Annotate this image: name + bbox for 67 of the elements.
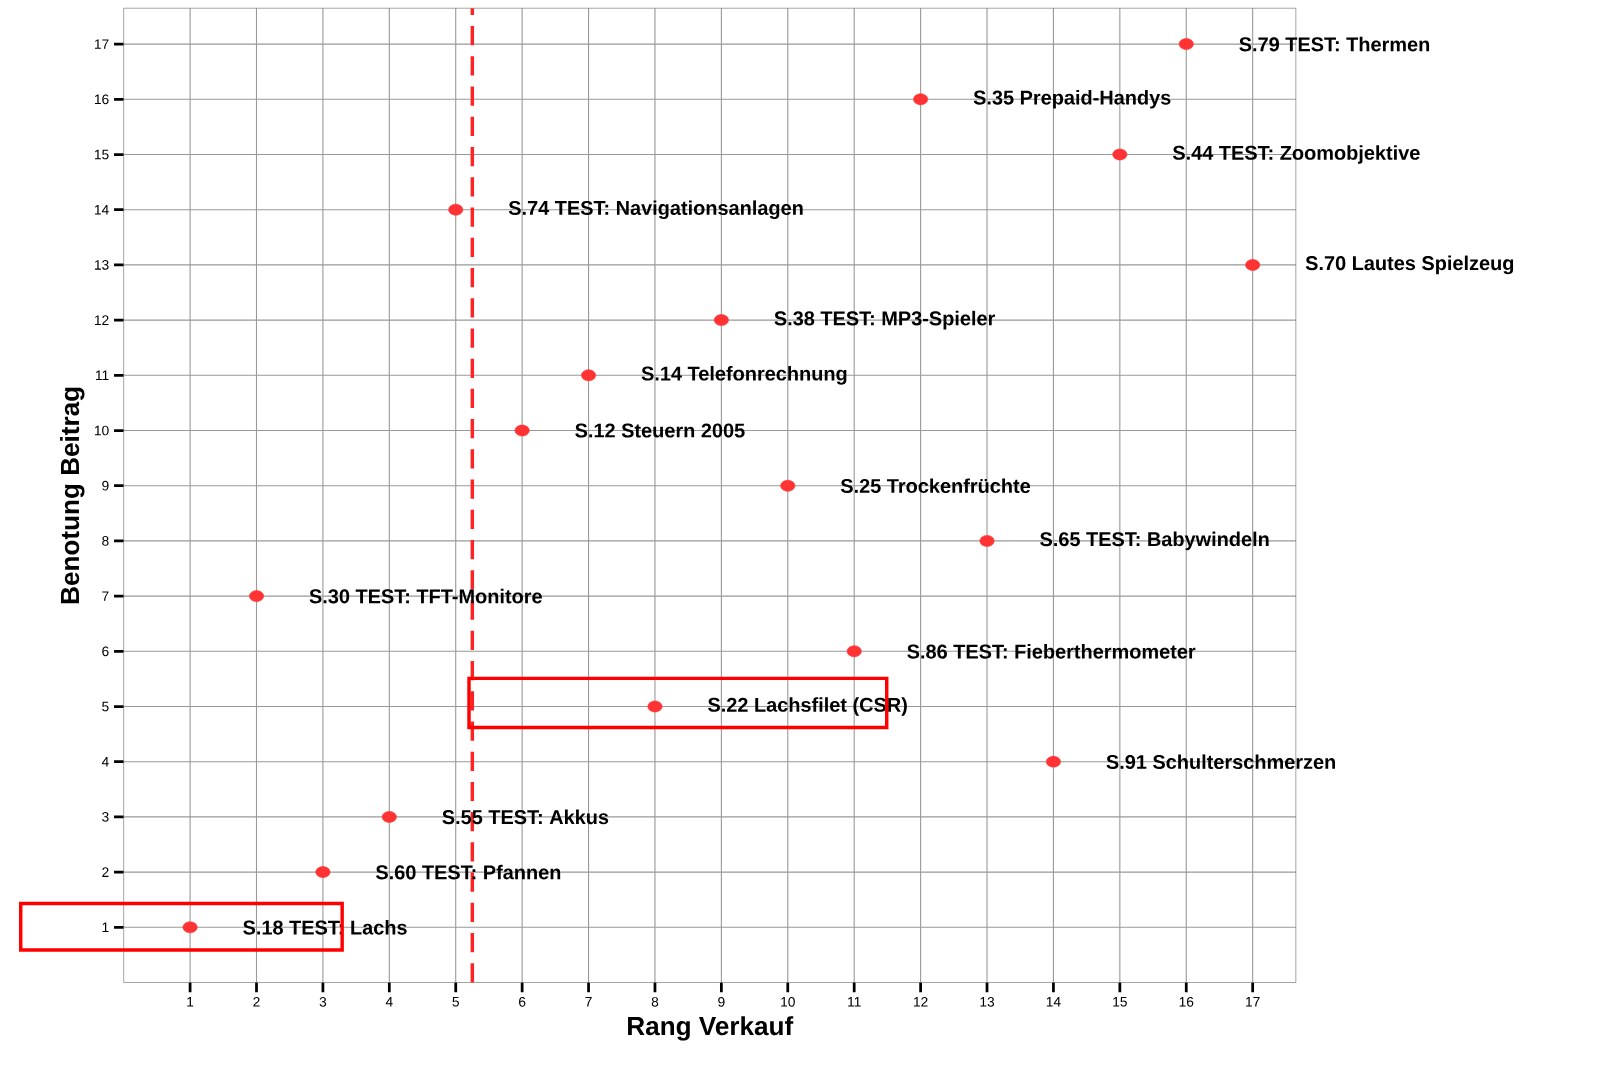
annotation: S.91 Schulterschmerzen	[1106, 754, 1336, 769]
x-tick-label: 14	[1046, 996, 1061, 1007]
annotation: S.44 TEST: Zoomobjektive	[1172, 145, 1420, 164]
x-tick-label: 10	[781, 996, 795, 1007]
point	[1245, 258, 1261, 271]
x-tick-label: 1	[187, 996, 194, 1007]
x-tick-label: 16	[1179, 996, 1194, 1007]
y-tick-label: 2	[102, 867, 109, 877]
x-tick-label: 6	[519, 996, 526, 1007]
point	[1178, 38, 1194, 50]
point	[713, 314, 729, 326]
point	[315, 866, 331, 878]
annotation: S.14 Telefonrechnung	[641, 365, 847, 385]
annotation: S.65 TEST: Babywindeln	[1040, 531, 1269, 551]
x-tick-label: 13	[980, 996, 995, 1007]
y-tick-label: 13	[94, 259, 109, 270]
annotation: S.79 TEST: Thermen	[1239, 36, 1430, 52]
annotation: S.70 Lautes Spielzeug	[1305, 255, 1514, 275]
y-tick-label: 9	[102, 480, 109, 491]
point	[913, 93, 929, 105]
y-tick-label: 6	[102, 646, 109, 657]
point	[647, 700, 663, 713]
point	[514, 424, 530, 437]
annotation: S.30 TEST: TFT-Monitore	[309, 588, 542, 604]
x-tick-label: 11	[848, 996, 861, 1007]
x-tick-label: 12	[914, 996, 928, 1007]
x-tick-label: 7	[585, 996, 592, 1007]
y-tick-label: 3	[102, 811, 109, 822]
point	[381, 810, 397, 823]
y-tick-label: 5	[102, 701, 109, 712]
point	[581, 369, 596, 381]
point	[846, 645, 862, 657]
y-tick-label: 4	[101, 756, 109, 767]
y-tick-label: 7	[102, 591, 109, 601]
y-tick-label: 16	[94, 94, 109, 105]
annotation: S.38 TEST: MP3-Spieler	[774, 310, 996, 330]
annotation: S.12 Steuern 2005	[575, 423, 745, 438]
point	[249, 590, 264, 602]
annotation: S.25 Trockenfrüchte	[840, 478, 1031, 493]
annotation: S.74 TEST: Navigationsanlagen	[508, 200, 803, 219]
point	[780, 479, 796, 492]
x-tick-label: 17	[1246, 996, 1260, 1007]
point	[182, 921, 198, 933]
y-tick-label: 14	[94, 204, 109, 215]
point	[1112, 148, 1128, 161]
y-tick-label: 10	[94, 425, 109, 436]
x-tick-label: 8	[651, 996, 659, 1007]
x-tick-label: 2	[253, 996, 260, 1007]
x-axis-title: Rang Verkauf	[628, 1015, 794, 1041]
point	[448, 203, 464, 216]
annotation: S.86 TEST: Fieberthermometer	[907, 643, 1196, 659]
y-tick-label: 11	[95, 370, 109, 380]
x-tick-label: 3	[319, 996, 327, 1007]
x-tick-label: 5	[452, 996, 459, 1007]
annotation: S.60 TEST: Pfannen	[375, 864, 561, 880]
point	[1046, 755, 1061, 768]
x-tick-label: 15	[1113, 996, 1127, 1007]
y-tick-label: 12	[94, 315, 109, 325]
y-tick-label: 17	[94, 39, 109, 49]
point	[979, 534, 995, 547]
x-tick-label: 4	[385, 996, 393, 1007]
y-tick-label: 1	[102, 922, 109, 932]
y-tick-label: 8	[102, 535, 109, 546]
x-tick-label: 9	[718, 996, 725, 1007]
y-axis-title: Benotung Beitrag	[60, 387, 85, 603]
y-tick-label: 15	[94, 149, 109, 160]
annotation: S.35 Prepaid-Handys	[973, 89, 1171, 109]
